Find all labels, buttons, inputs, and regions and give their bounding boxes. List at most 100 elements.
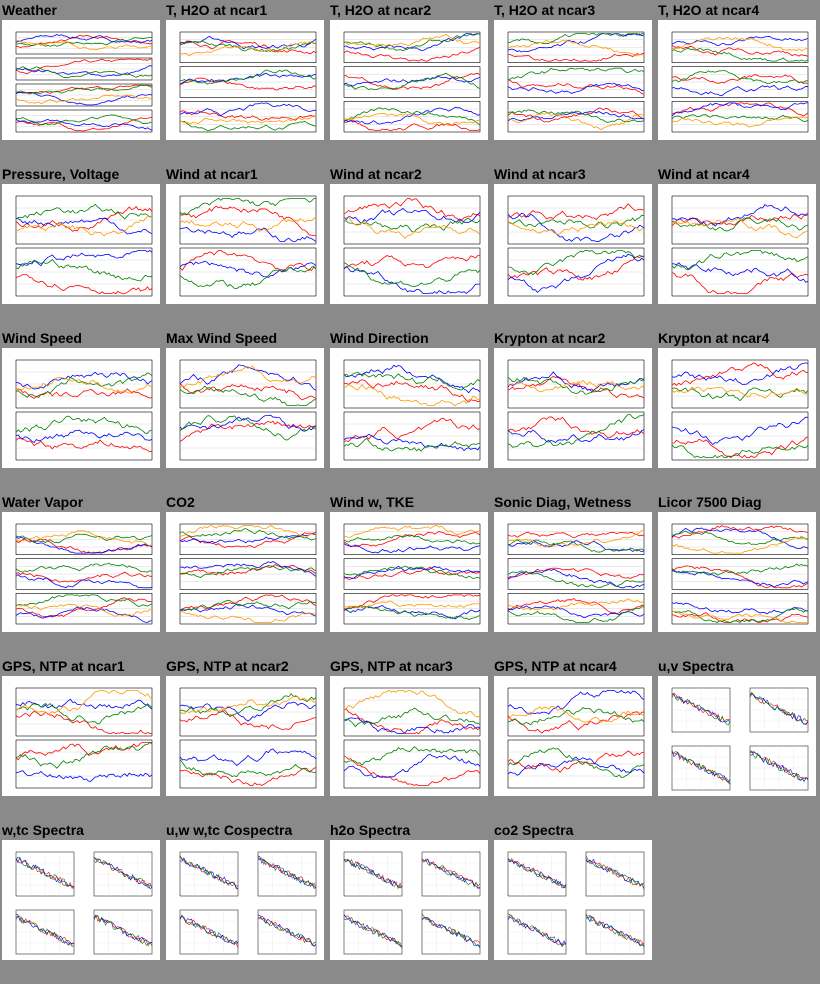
plot-thumbnail[interactable] [494, 20, 652, 140]
plot-thumbnail[interactable] [2, 20, 160, 140]
tile-title[interactable]: T, H2O at ncar3 [494, 2, 596, 18]
plot-thumbnail[interactable] [330, 840, 488, 960]
plot-thumbnail[interactable] [166, 676, 324, 796]
tile-title[interactable]: T, H2O at ncar1 [166, 2, 268, 18]
tile-title[interactable]: Wind Speed [2, 330, 82, 346]
plot-thumbnail[interactable] [494, 676, 652, 796]
gallery-tile-co2[interactable]: CO2 [164, 492, 328, 656]
series-line [15, 741, 153, 769]
gallery-tile-t-h2o-at-ncar2[interactable]: T, H2O at ncar2 [328, 0, 492, 164]
plot-thumbnail[interactable] [166, 348, 324, 468]
tile-title[interactable]: Wind Direction [330, 330, 429, 346]
gallery-tile-h2o-spectra[interactable]: h2o Spectra [328, 820, 492, 984]
gallery-tile-gps-ntp-at-ncar4[interactable]: GPS, NTP at ncar4 [492, 656, 656, 820]
gallery-tile-gps-ntp-at-ncar1[interactable]: GPS, NTP at ncar1 [0, 656, 164, 820]
plot-thumbnail[interactable] [658, 676, 816, 796]
plot-thumbnail[interactable] [658, 184, 816, 304]
plot-thumbnail[interactable] [494, 184, 652, 304]
plot-thumbnail-image [507, 31, 645, 133]
series-line [343, 383, 481, 407]
plot-thumbnail[interactable] [330, 184, 488, 304]
tile-title[interactable]: T, H2O at ncar2 [330, 2, 432, 18]
tile-title[interactable]: Licor 7500 Diag [658, 494, 762, 510]
tile-title[interactable]: Wind at ncar2 [330, 166, 422, 182]
gallery-tile-wind-speed[interactable]: Wind Speed [0, 328, 164, 492]
plot-thumbnail[interactable] [2, 512, 160, 632]
gallery-tile-wind-direction[interactable]: Wind Direction [328, 328, 492, 492]
tile-title[interactable]: GPS, NTP at ncar2 [166, 658, 289, 674]
series-line [179, 531, 317, 544]
gallery-tile-max-wind-speed[interactable]: Max Wind Speed [164, 328, 328, 492]
series-line [343, 364, 481, 394]
plot-thumbnail[interactable] [658, 20, 816, 140]
tile-title[interactable]: Wind w, TKE [330, 494, 415, 510]
tile-title[interactable]: T, H2O at ncar4 [658, 2, 760, 18]
plot-thumbnail[interactable] [494, 348, 652, 468]
tile-title[interactable]: w,tc Spectra [2, 822, 84, 838]
gallery-tile-krypton-at-ncar2[interactable]: Krypton at ncar2 [492, 328, 656, 492]
gallery-tile-w-tc-spectra[interactable]: w,tc Spectra [0, 820, 164, 984]
tile-title[interactable]: Wind at ncar1 [166, 166, 258, 182]
plot-thumbnail[interactable] [2, 348, 160, 468]
gallery-tile-wind-at-ncar2[interactable]: Wind at ncar2 [328, 164, 492, 328]
tile-title[interactable]: Max Wind Speed [166, 330, 278, 346]
plot-thumbnail-image [179, 687, 317, 789]
tile-title[interactable]: u,w w,tc Cospectra [166, 822, 293, 838]
gallery-tile-water-vapor[interactable]: Water Vapor [0, 492, 164, 656]
gallery-tile-sonic-diag-wetness[interactable]: Sonic Diag, Wetness [492, 492, 656, 656]
gallery-tile-licor-7500-diag[interactable]: Licor 7500 Diag [656, 492, 820, 656]
tile-title[interactable]: Sonic Diag, Wetness [494, 494, 632, 510]
series-line [179, 528, 317, 541]
gallery-tile-t-h2o-at-ncar1[interactable]: T, H2O at ncar1 [164, 0, 328, 164]
gallery-tile-pressure-voltage[interactable]: Pressure, Voltage [0, 164, 164, 328]
gallery-tile-t-h2o-at-ncar4[interactable]: T, H2O at ncar4 [656, 0, 820, 164]
plot-thumbnail-image [15, 359, 153, 461]
plot-thumbnail[interactable] [330, 20, 488, 140]
plot-thumbnail[interactable] [2, 840, 160, 960]
plot-thumbnail[interactable] [166, 840, 324, 960]
tile-title[interactable]: Krypton at ncar2 [494, 330, 606, 346]
gallery-tile-wind-at-ncar4[interactable]: Wind at ncar4 [656, 164, 820, 328]
plot-thumbnail[interactable] [166, 20, 324, 140]
gallery-tile-u-w-w-tc-cospectra[interactable]: u,w w,tc Cospectra [164, 820, 328, 984]
plot-thumbnail[interactable] [494, 840, 652, 960]
gallery-tile-gps-ntp-at-ncar2[interactable]: GPS, NTP at ncar2 [164, 656, 328, 820]
series-line [15, 66, 153, 79]
gallery-tile-wind-at-ncar1[interactable]: Wind at ncar1 [164, 164, 328, 328]
tile-title[interactable]: Wind at ncar3 [494, 166, 586, 182]
plot-thumbnail[interactable] [330, 676, 488, 796]
series-line [507, 606, 645, 623]
tile-title[interactable]: h2o Spectra [330, 822, 411, 838]
tile-title[interactable]: CO2 [166, 494, 195, 510]
tile-title[interactable]: Water Vapor [2, 494, 84, 510]
tile-title[interactable]: GPS, NTP at ncar3 [330, 658, 453, 674]
gallery-tile-wind-w-tke[interactable]: Wind w, TKE [328, 492, 492, 656]
plot-thumbnail[interactable] [166, 512, 324, 632]
plot-thumbnail[interactable] [166, 184, 324, 304]
series-line [179, 216, 317, 232]
tile-title[interactable]: u,v Spectra [658, 658, 734, 674]
gallery-tile-weather[interactable]: Weather [0, 0, 164, 164]
spectrum-line [421, 858, 481, 889]
tile-title[interactable]: co2 Spectra [494, 822, 574, 838]
series-line [671, 262, 809, 283]
tile-title[interactable]: GPS, NTP at ncar1 [2, 658, 125, 674]
gallery-tile-krypton-at-ncar4[interactable]: Krypton at ncar4 [656, 328, 820, 492]
plot-thumbnail[interactable] [330, 512, 488, 632]
plot-thumbnail[interactable] [494, 512, 652, 632]
gallery-tile-t-h2o-at-ncar3[interactable]: T, H2O at ncar3 [492, 0, 656, 164]
tile-title[interactable]: Weather [2, 2, 57, 18]
gallery-tile-wind-at-ncar3[interactable]: Wind at ncar3 [492, 164, 656, 328]
gallery-tile-u-v-spectra[interactable]: u,v Spectra [656, 656, 820, 820]
gallery-tile-gps-ntp-at-ncar3[interactable]: GPS, NTP at ncar3 [328, 656, 492, 820]
tile-title[interactable]: Krypton at ncar4 [658, 330, 770, 346]
plot-thumbnail[interactable] [658, 512, 816, 632]
tile-title[interactable]: GPS, NTP at ncar4 [494, 658, 617, 674]
plot-thumbnail[interactable] [330, 348, 488, 468]
tile-title[interactable]: Pressure, Voltage [2, 166, 120, 182]
plot-thumbnail[interactable] [658, 348, 816, 468]
plot-thumbnail[interactable] [2, 184, 160, 304]
gallery-tile-co2-spectra[interactable]: co2 Spectra [492, 820, 656, 984]
tile-title[interactable]: Wind at ncar4 [658, 166, 750, 182]
plot-thumbnail[interactable] [2, 676, 160, 796]
